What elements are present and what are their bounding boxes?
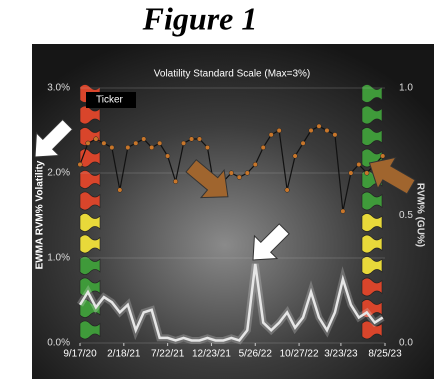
- flag: [79, 299, 101, 318]
- point: [173, 178, 179, 185]
- flag: [361, 234, 383, 254]
- x-tick-label: 10/27/22: [280, 349, 319, 360]
- point: [244, 170, 250, 176]
- x-tick-label: 8/25/23: [368, 349, 402, 360]
- point: [380, 153, 386, 159]
- point: [77, 161, 83, 168]
- plot-area: 0.0% 1.0% 2.0% 3.0% 0.0 0.5 1.0 9/17/20 2/18/21 7…: [47, 83, 413, 360]
- point: [276, 127, 282, 134]
- y-tick-label: 0.0%: [47, 338, 70, 349]
- flag: [79, 148, 101, 168]
- point: [324, 127, 330, 134]
- point: [133, 140, 139, 146]
- flag: [361, 105, 383, 125]
- y2-tick-label: 0.5: [399, 210, 413, 221]
- point: [109, 144, 115, 151]
- flag: [361, 84, 383, 103]
- point: [356, 161, 362, 168]
- arrow: [185, 159, 229, 199]
- arrows: [34, 118, 416, 261]
- y-tick-label: 2.0%: [47, 168, 70, 179]
- arrow: [368, 156, 416, 195]
- y-axis-label: EWMA RVM% Volatility: [35, 160, 46, 269]
- y-tick-label: 1.0%: [47, 253, 70, 264]
- flag: [79, 127, 101, 146]
- flag: [361, 256, 383, 275]
- x-tick-label: 12/23/21: [192, 349, 231, 360]
- x-tick-label: 9/17/20: [63, 349, 97, 360]
- flag: [79, 170, 101, 189]
- y2-axis-label: RVM% (GU%): [414, 183, 425, 247]
- x-tick-label: 2/18/21: [107, 349, 141, 360]
- point: [101, 140, 107, 146]
- x-tick-label: 7/22/21: [151, 349, 185, 360]
- flag: [79, 191, 101, 211]
- annotation: Ticker: [96, 95, 124, 106]
- point: [117, 187, 123, 193]
- point: [141, 136, 147, 142]
- point: [228, 170, 234, 176]
- flag: [361, 213, 383, 232]
- point: [252, 161, 258, 168]
- flag: [79, 234, 101, 254]
- arrow: [34, 118, 74, 158]
- point: [316, 123, 322, 129]
- point: [204, 144, 211, 151]
- chart-title: Volatility Standard Scale (Max=3%): [154, 69, 310, 80]
- flag: [361, 191, 383, 211]
- flag: [79, 256, 101, 275]
- y2-tick-label: 1.0: [399, 83, 413, 94]
- point: [157, 140, 163, 146]
- point: [181, 140, 187, 146]
- flag: [361, 277, 383, 297]
- series-line: [78, 263, 384, 342]
- figure-title: Figure 1: [142, 0, 258, 36]
- point: [308, 127, 314, 134]
- point: [340, 208, 346, 214]
- flag: [79, 320, 101, 340]
- point: [292, 153, 298, 159]
- x-tick-label: 5/26/22: [239, 349, 273, 360]
- y2-tick-label: 0.0: [399, 338, 413, 349]
- y-tick-label: 3.0%: [47, 83, 70, 94]
- flag: [361, 320, 383, 340]
- point: [149, 144, 155, 151]
- point: [284, 187, 290, 193]
- annotation-box: [86, 92, 136, 108]
- point: [165, 153, 171, 159]
- arrow: [252, 223, 290, 261]
- point: [332, 132, 338, 138]
- flag: [361, 127, 383, 146]
- point: [348, 170, 354, 176]
- point: [125, 144, 131, 151]
- point: [85, 140, 91, 146]
- point: [364, 170, 370, 176]
- point: [93, 136, 99, 142]
- x-tick-label: 3/23/23: [324, 349, 358, 360]
- point: [300, 140, 306, 146]
- point: [188, 136, 195, 142]
- point: [268, 132, 274, 138]
- point: [260, 144, 266, 151]
- flag: [79, 213, 101, 232]
- point: [236, 174, 242, 180]
- point: [196, 136, 203, 142]
